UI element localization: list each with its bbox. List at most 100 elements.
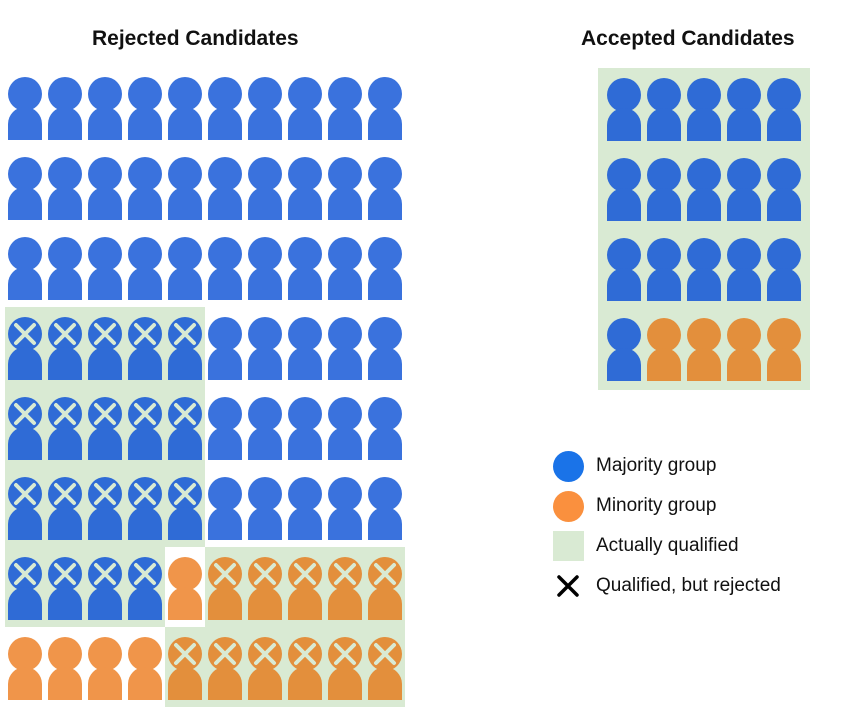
majority-person-icon <box>8 157 42 220</box>
majority-person-icon <box>88 477 122 540</box>
majority-person-icon <box>88 557 122 620</box>
majority-person-icon <box>208 77 242 140</box>
majority-person-icon <box>727 158 761 221</box>
majority-person-icon <box>8 397 42 460</box>
majority-person-icon <box>647 158 681 221</box>
majority-person-icon <box>208 317 242 380</box>
x-mark-icon <box>557 575 579 597</box>
majority-person-icon <box>328 477 362 540</box>
majority-person-icon <box>168 477 202 540</box>
x-mark-icon <box>214 643 236 665</box>
majority-person-icon <box>767 238 801 301</box>
minority-person-icon <box>128 637 162 700</box>
majority-person-icon <box>288 397 322 460</box>
majority-person-icon <box>288 477 322 540</box>
x-mark-icon <box>214 563 236 585</box>
minority-person-icon <box>248 557 282 620</box>
majority-person-icon <box>288 237 322 300</box>
majority-person-icon <box>168 157 202 220</box>
majority-person-icon <box>208 477 242 540</box>
majority-person-icon <box>248 157 282 220</box>
legend-label: Actually qualified <box>596 535 739 556</box>
x-mark-icon <box>174 323 196 345</box>
majority-person-icon <box>88 77 122 140</box>
majority-person-icon <box>368 77 402 140</box>
majority-person-icon <box>767 78 801 141</box>
minority-person-icon <box>8 637 42 700</box>
majority-person-icon <box>248 397 282 460</box>
majority-person-icon <box>647 238 681 301</box>
minority-person-icon <box>727 318 761 381</box>
majority-person-icon <box>328 77 362 140</box>
majority-person-icon <box>328 157 362 220</box>
majority-person-icon <box>168 317 202 380</box>
rejected-title: Rejected Candidates <box>92 27 299 50</box>
majority-person-icon <box>607 318 641 381</box>
x-mark-icon <box>294 563 316 585</box>
majority-person-icon <box>128 237 162 300</box>
blue-circle-icon <box>552 450 584 482</box>
minority-person-icon <box>647 318 681 381</box>
majority-person-icon <box>88 237 122 300</box>
majority-person-icon <box>368 317 402 380</box>
x-mark-icon <box>14 323 36 345</box>
majority-person-icon <box>328 317 362 380</box>
legend: Majority group Minority group Actually q… <box>552 446 781 606</box>
majority-person-icon <box>727 78 761 141</box>
majority-person-icon <box>607 78 641 141</box>
majority-person-icon <box>368 477 402 540</box>
majority-person-icon <box>128 77 162 140</box>
majority-person-icon <box>727 238 761 301</box>
minority-person-icon <box>168 637 202 700</box>
minority-person-icon <box>248 637 282 700</box>
majority-person-icon <box>88 157 122 220</box>
x-mark-icon <box>374 643 396 665</box>
majority-person-icon <box>128 557 162 620</box>
x-mark-icon <box>54 323 76 345</box>
accepted-title: Accepted Candidates <box>581 27 795 50</box>
minority-person-icon <box>767 318 801 381</box>
majority-person-icon <box>128 157 162 220</box>
majority-person-icon <box>48 77 82 140</box>
majority-person-icon <box>88 397 122 460</box>
green-square-icon <box>552 531 584 561</box>
legend-label: Majority group <box>596 455 717 476</box>
legend-qualified: Actually qualified <box>552 526 781 566</box>
x-mark-icon <box>174 643 196 665</box>
majority-person-icon <box>288 157 322 220</box>
minority-person-icon <box>687 318 721 381</box>
majority-person-icon <box>8 77 42 140</box>
majority-person-icon <box>128 317 162 380</box>
x-mark-icon <box>14 483 36 505</box>
x-mark-icon <box>254 563 276 585</box>
x-mark-icon <box>174 403 196 425</box>
majority-person-icon <box>607 158 641 221</box>
x-mark-icon <box>294 643 316 665</box>
majority-person-icon <box>128 477 162 540</box>
x-mark-icon <box>134 563 156 585</box>
majority-person-icon <box>8 557 42 620</box>
majority-person-icon <box>647 78 681 141</box>
majority-person-icon <box>368 157 402 220</box>
majority-person-icon <box>48 477 82 540</box>
majority-person-icon <box>607 238 641 301</box>
x-mark-icon <box>254 643 276 665</box>
majority-person-icon <box>767 158 801 221</box>
legend-rejected-qualified: Qualified, but rejected <box>552 566 781 606</box>
majority-person-icon <box>168 397 202 460</box>
majority-person-icon <box>8 317 42 380</box>
majority-person-icon <box>208 157 242 220</box>
majority-person-icon <box>8 477 42 540</box>
majority-person-icon <box>128 397 162 460</box>
x-mark-icon <box>94 483 116 505</box>
minority-person-icon <box>328 557 362 620</box>
minority-person-icon <box>368 637 402 700</box>
x-mark-icon <box>334 563 356 585</box>
majority-person-icon <box>48 397 82 460</box>
majority-person-icon <box>48 317 82 380</box>
majority-person-icon <box>248 77 282 140</box>
minority-person-icon <box>88 637 122 700</box>
x-mark-icon <box>94 323 116 345</box>
majority-person-icon <box>8 237 42 300</box>
